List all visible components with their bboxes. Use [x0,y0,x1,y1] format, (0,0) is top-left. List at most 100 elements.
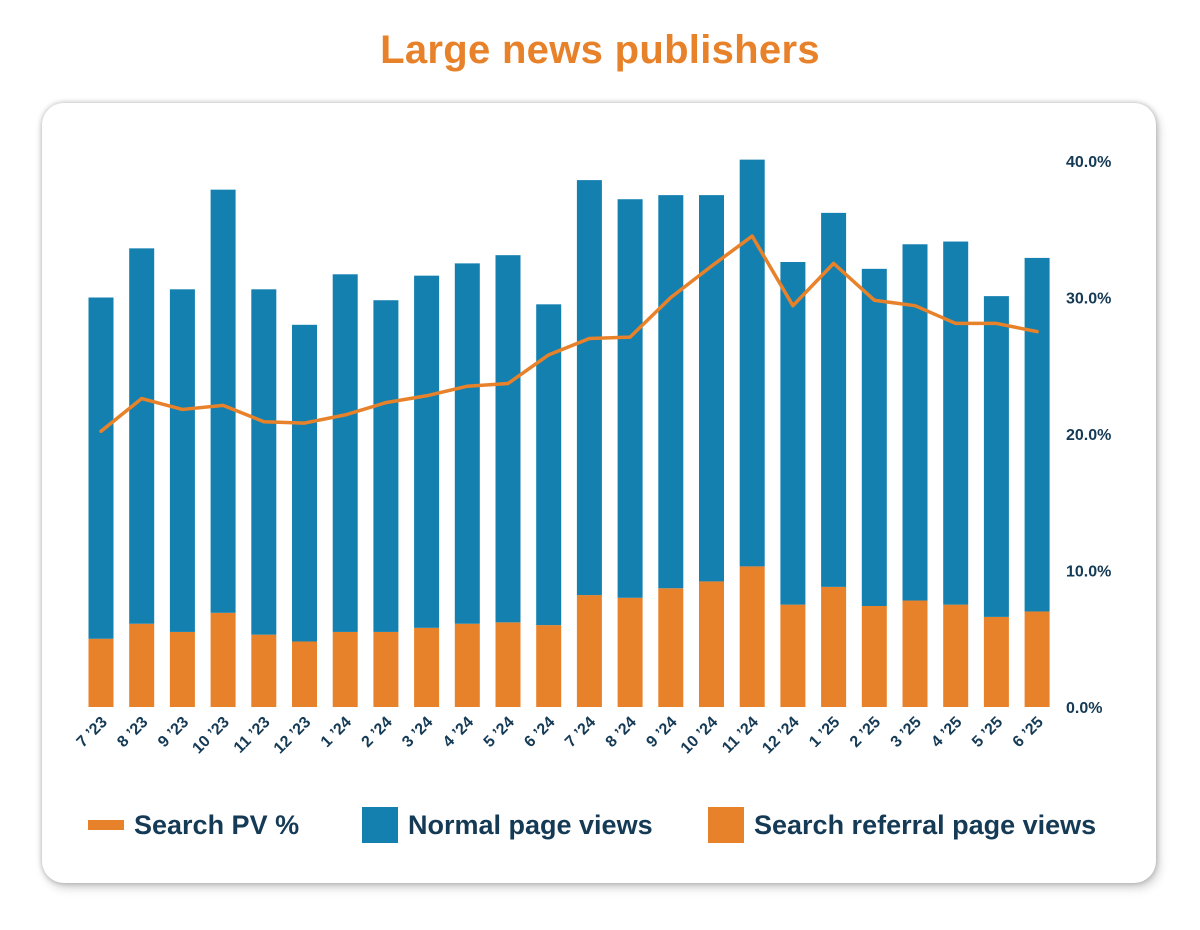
bar-normal [821,212,847,587]
line-point [262,420,265,423]
bar-normal [373,300,399,632]
bar-search-referral [780,604,806,707]
x-tick-label: 2 ’25 [847,714,884,751]
x-tick-label: 8 ’23 [114,714,151,751]
line-point [384,401,388,404]
bar-normal [251,289,277,635]
bar-normal [739,159,765,567]
bar-search-referral [536,625,562,707]
x-tick-label: 7 ’23 [74,714,111,751]
bar-normal [902,244,928,601]
y-tick-label: 30.0% [1066,291,1111,308]
x-tick-label: 6 ’24 [521,714,558,751]
line-point [954,322,957,325]
bar-normal [210,189,236,613]
bar-normal [88,297,114,639]
bar-normal [495,255,521,623]
x-tick-label: 1 ’25 [806,714,843,751]
bar-search-referral [983,616,1009,707]
line-point [344,413,347,417]
x-tick-label: 5 ’24 [481,714,518,751]
legend-item-search-referral: Search referral page views [708,805,1096,845]
x-tick-label: 11 ’24 [719,714,762,757]
x-tick-label: 3 ’24 [399,714,436,751]
bar-search-referral [576,595,602,707]
line-point [751,234,754,238]
bar-normal [1024,257,1050,612]
bar-search-referral [699,581,724,707]
bar-search-referral [414,627,440,707]
x-tick-label: 10 ’24 [678,714,722,758]
line-point [628,335,632,339]
line-point [913,304,917,307]
line-point [791,304,795,307]
bar-normal [332,274,358,632]
x-tick-label: 9 ’24 [643,714,680,751]
line-point [140,397,143,400]
bar-search-referral [332,631,358,707]
bar-search-referral [88,638,114,707]
bar-search-referral [210,612,236,707]
legend-swatch-search [708,807,744,843]
bar-search-referral [495,622,521,707]
bar-search-referral [821,586,847,707]
x-tick-label: 6 ’25 [1010,714,1047,751]
x-tick-label: 11 ’23 [231,714,274,757]
bar-normal [983,296,1009,617]
legend-item-normal: Normal page views [362,805,653,845]
bar-search-referral [861,605,887,707]
bar-search-referral [292,641,317,707]
line-point [425,394,428,397]
legend-swatch-normal [362,807,398,843]
bar-normal [699,195,724,582]
line-point [873,299,876,302]
y-tick-label: 0.0% [1066,700,1102,717]
line-point [1035,330,1039,333]
bar-normal [780,262,806,605]
legend-label-search-pv: Search PV % [134,809,300,840]
y-tick-label: 40.0% [1066,154,1111,171]
bar-search-referral [1024,611,1050,707]
line-point [303,421,306,425]
line-search-pv [99,234,1039,434]
bar-normal [617,199,643,598]
bar-search-referral [617,597,643,707]
x-tick-label: 1 ’24 [318,714,355,751]
line-point [710,264,713,268]
bar-normal [169,289,195,632]
x-tick-label: 12 ’24 [759,714,803,758]
line-point [547,353,550,357]
bar-search-referral [454,623,480,707]
bar-search-referral [373,631,399,707]
bar-normal [536,304,562,626]
line-point [995,322,998,325]
y-tick-label: 10.0% [1066,564,1111,581]
line-point [99,430,103,433]
bar-search-referral [739,566,765,707]
x-tick-label: 8 ’24 [603,714,640,751]
x-tick-label: 7 ’24 [562,714,599,751]
bar-search-referral [129,623,155,707]
legend-label-normal: Normal page views [408,809,653,840]
chart-title: Large news publishers [380,28,820,72]
legend-label-search: Search referral page views [754,809,1097,840]
bar-normal [861,268,887,606]
bar-normal [943,241,969,605]
legend-swatch-line [88,820,124,830]
x-tick-label: 2 ’24 [359,714,396,751]
bar-normal [658,195,684,589]
line-point [221,404,225,407]
line-point [588,337,591,340]
bar-search-referral [902,600,928,707]
x-tick-label: 5 ’25 [969,714,1006,751]
x-tick-label: 9 ’23 [155,714,192,751]
bar-normal [454,263,480,624]
bar-normal [414,275,440,628]
x-tick-label: 3 ’25 [888,714,925,751]
x-tick-label: 4 ’25 [928,714,965,751]
line-point [181,408,184,411]
bar-normal [576,180,602,596]
x-tick-label: 10 ’23 [189,714,233,758]
line-point [506,382,510,385]
